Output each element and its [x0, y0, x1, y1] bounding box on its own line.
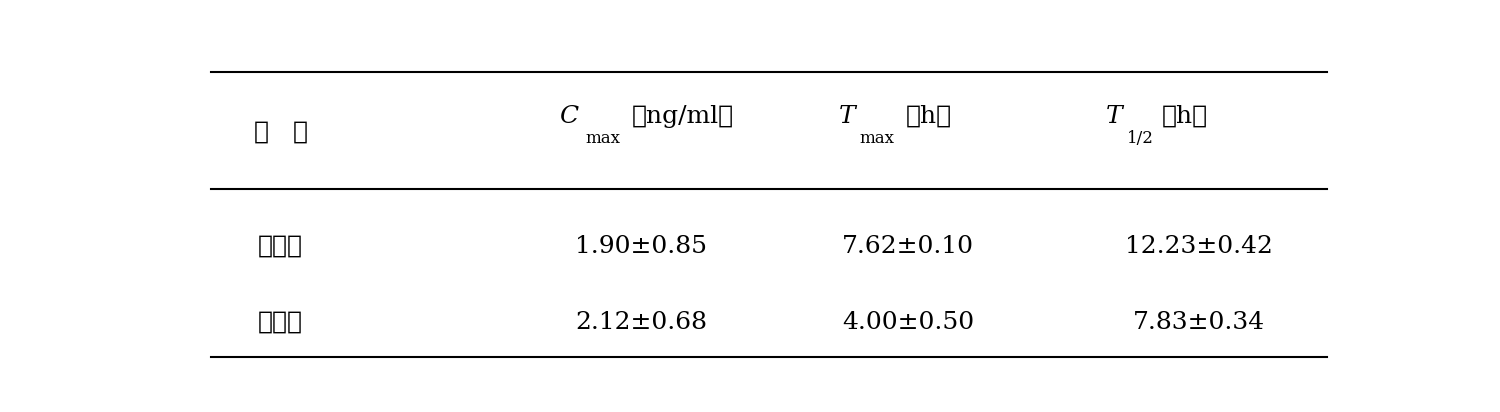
Text: 7.62±0.10: 7.62±0.10 — [843, 234, 975, 258]
Text: 4.00±0.50: 4.00±0.50 — [842, 311, 975, 334]
Text: T: T — [839, 105, 855, 128]
Text: 12.23±0.42: 12.23±0.42 — [1125, 234, 1274, 258]
Text: （h）: （h） — [1161, 105, 1208, 128]
Text: （ng/ml）: （ng/ml） — [632, 105, 734, 128]
Text: C: C — [560, 105, 579, 128]
Text: 试验组: 试验组 — [258, 234, 303, 258]
Text: max: max — [859, 130, 894, 147]
Text: 组   别: 组 别 — [254, 120, 308, 143]
Text: max: max — [585, 130, 620, 147]
Text: 2.12±0.68: 2.12±0.68 — [574, 311, 706, 334]
Text: （h）: （h） — [906, 105, 952, 128]
Text: 1.90±0.85: 1.90±0.85 — [574, 234, 706, 258]
Text: 1/2: 1/2 — [1126, 130, 1154, 147]
Text: 7.83±0.34: 7.83±0.34 — [1132, 311, 1264, 334]
Text: T: T — [1106, 105, 1122, 128]
Text: 对照组: 对照组 — [258, 311, 303, 334]
